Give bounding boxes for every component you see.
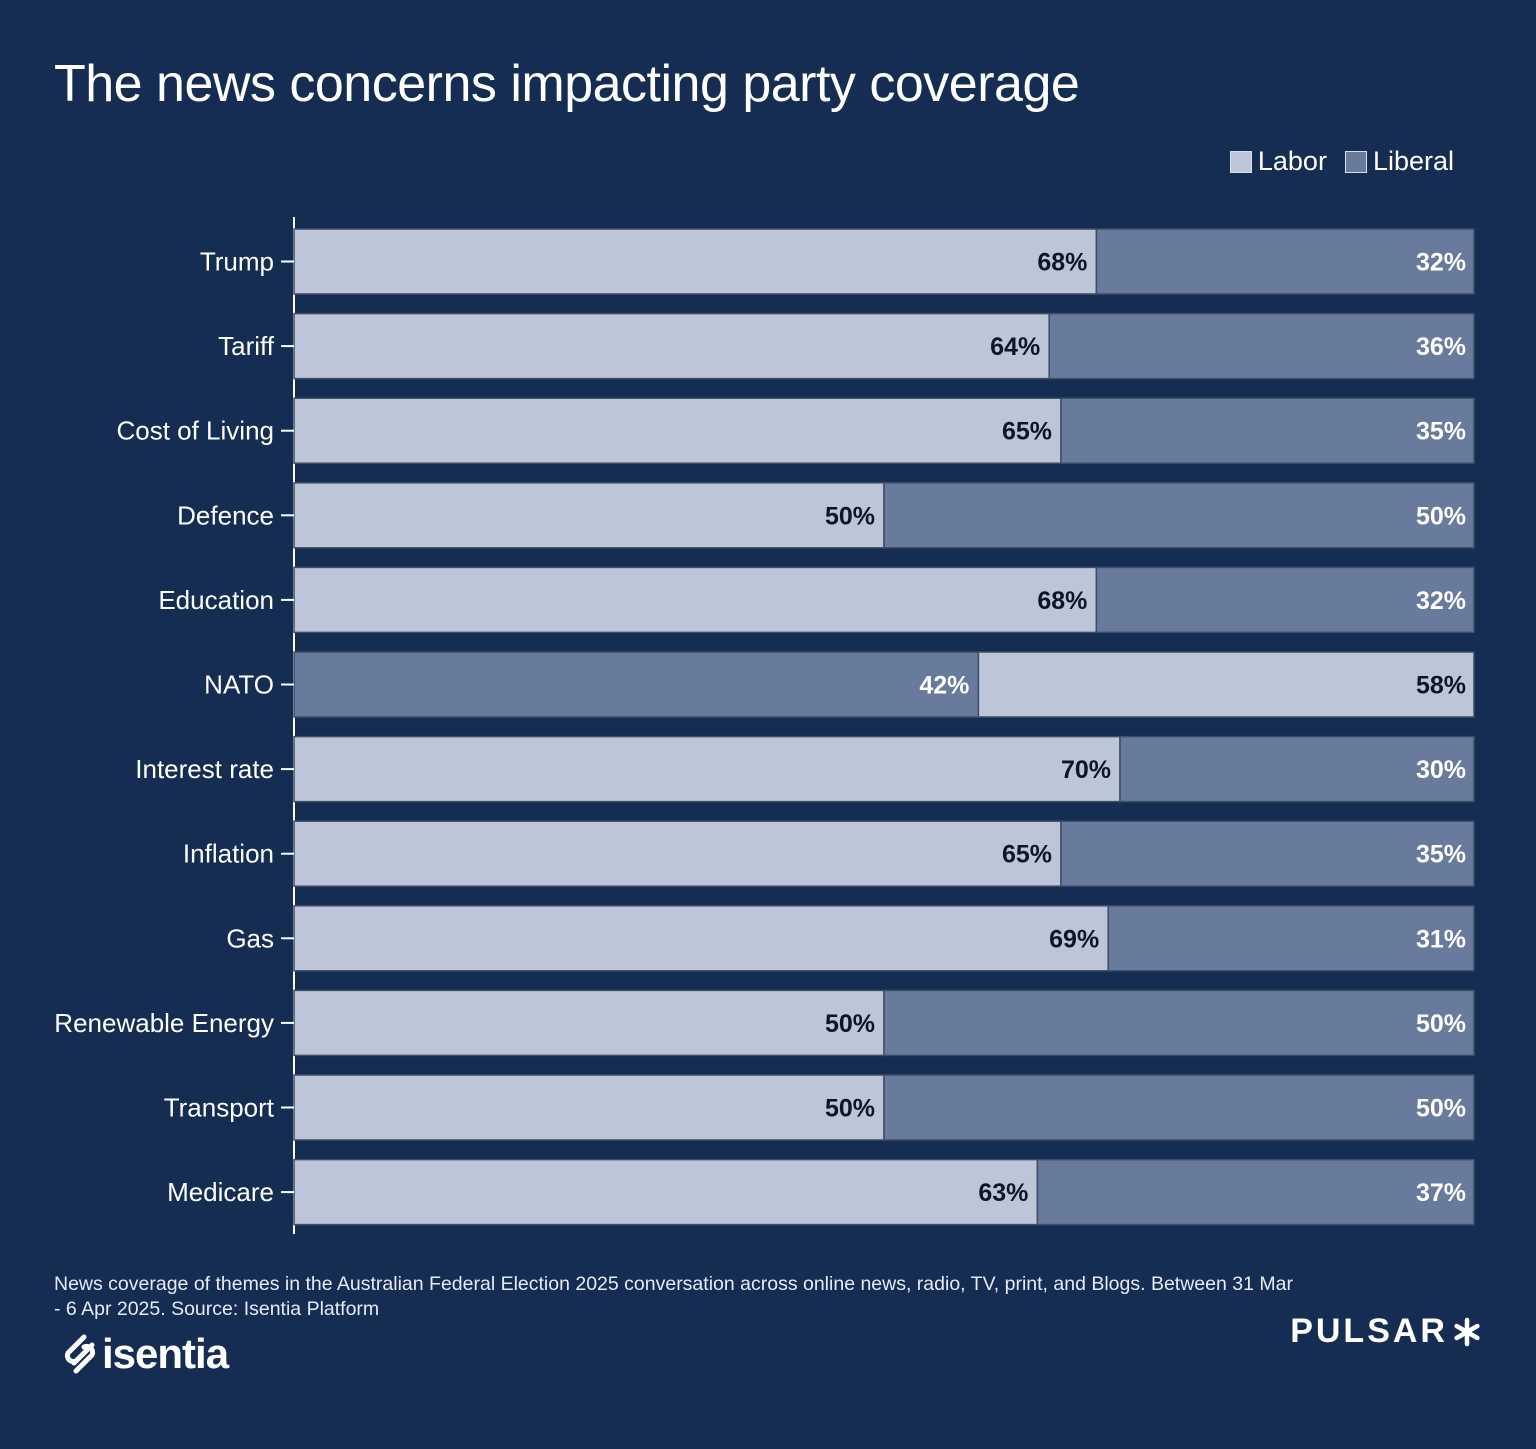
data-label-labor-6: 70%	[1061, 756, 1111, 784]
bar-liberal-11	[1036, 1158, 1475, 1226]
asterisk-icon	[1454, 1317, 1480, 1346]
category-label-11: Medicare	[167, 1177, 274, 1207]
bar-liberal-0	[1095, 228, 1475, 295]
category-label-7: Inflation	[183, 839, 274, 869]
source-note: News coverage of themes in the Australia…	[54, 1273, 1293, 1320]
category-label-3: Defence	[177, 500, 274, 530]
category-label-2: Cost of Living	[116, 416, 274, 446]
legend: Labor Liberal	[1229, 146, 1454, 177]
bar-labor-9	[293, 989, 885, 1057]
pulsar-logo: PULSAR	[1290, 1312, 1482, 1351]
bar-labor-7	[293, 820, 1062, 887]
data-label-labor-9: 50%	[825, 1010, 875, 1038]
data-label-liberal-11: 37%	[1416, 1179, 1466, 1207]
category-label-8: Gas	[226, 923, 274, 953]
legend-item-liberal: Liberal	[1344, 146, 1454, 177]
bar-labor-5	[977, 651, 1475, 718]
data-label-labor-0: 68%	[1037, 249, 1087, 277]
data-label-labor-10: 50%	[825, 1095, 875, 1123]
data-label-liberal-2: 35%	[1416, 418, 1466, 446]
data-label-liberal-7: 35%	[1416, 841, 1466, 869]
bar-labor-4	[293, 566, 1098, 634]
data-label-labor-1: 64%	[990, 333, 1040, 361]
category-label-10: Transport	[164, 1093, 275, 1123]
bar-liberal-9	[883, 989, 1475, 1057]
data-label-labor-8: 69%	[1049, 925, 1099, 953]
isentia-logo: isentia	[60, 1330, 229, 1378]
data-label-labor-5: 58%	[1416, 672, 1466, 700]
data-label-liberal-10: 50%	[1416, 1095, 1466, 1123]
data-label-liberal-8: 31%	[1416, 925, 1466, 953]
bar-liberal-8	[1107, 905, 1475, 972]
bar-labor-1	[293, 312, 1050, 380]
bar-liberal-6	[1119, 735, 1475, 803]
legend-swatch-liberal	[1344, 150, 1367, 173]
bar-liberal-5	[293, 651, 980, 718]
bar-liberal-2	[1060, 397, 1475, 464]
category-label-6: Interest rate	[135, 754, 274, 784]
bar-labor-8	[293, 905, 1109, 972]
data-label-liberal-9: 50%	[1416, 1010, 1466, 1038]
bar-liberal-3	[883, 482, 1475, 549]
legend-label-liberal: Liberal	[1372, 146, 1454, 176]
bar-labor-3	[293, 482, 885, 549]
data-label-labor-3: 50%	[825, 502, 875, 530]
data-label-liberal-3: 50%	[1416, 502, 1466, 530]
legend-item-labor: Labor	[1229, 146, 1327, 177]
isentia-wordmark: isentia	[102, 1330, 229, 1377]
category-label-9: Renewable Energy	[54, 1008, 274, 1038]
isentia-mark-icon	[64, 1334, 96, 1374]
bar-labor-10	[293, 1074, 885, 1141]
bar-labor-2	[293, 397, 1062, 464]
bar-liberal-1	[1048, 312, 1475, 380]
bar-liberal-7	[1060, 820, 1475, 887]
data-label-liberal-5: 42%	[919, 672, 969, 700]
chart-title: The news concerns impacting party covera…	[54, 55, 1080, 113]
bar-labor-6	[293, 735, 1121, 803]
data-label-liberal-6: 30%	[1416, 756, 1466, 784]
data-label-labor-4: 68%	[1037, 587, 1087, 615]
legend-swatch-labor	[1229, 150, 1252, 173]
pulsar-wordmark: PULSAR	[1290, 1312, 1448, 1350]
bar-liberal-10	[883, 1074, 1475, 1141]
data-label-labor-7: 65%	[1002, 841, 1052, 869]
data-label-liberal-1: 36%	[1416, 333, 1466, 361]
bar-labor-11	[293, 1158, 1039, 1226]
category-label-5: NATO	[204, 670, 274, 700]
bar-liberal-4	[1095, 566, 1475, 634]
bar-labor-0	[293, 228, 1098, 295]
data-label-liberal-0: 32%	[1416, 249, 1466, 277]
legend-label-labor: Labor	[1257, 146, 1327, 176]
data-label-labor-11: 63%	[978, 1179, 1028, 1207]
data-label-liberal-4: 32%	[1416, 587, 1466, 615]
category-label-0: Trump	[200, 247, 274, 277]
category-label-4: Education	[158, 585, 274, 615]
data-label-labor-2: 65%	[1002, 418, 1052, 446]
category-label-1: Tariff	[218, 331, 275, 361]
